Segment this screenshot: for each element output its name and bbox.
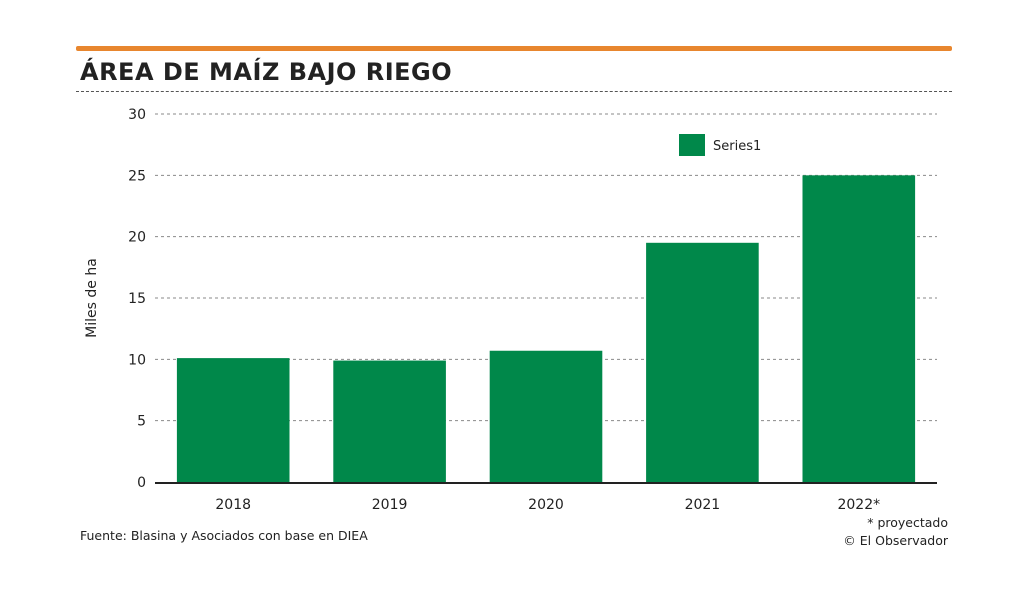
y-tick-label: 25 — [128, 168, 146, 184]
y-tick-label: 0 — [137, 475, 146, 491]
bar — [489, 350, 603, 482]
y-axis-label: Miles de ha — [84, 258, 100, 338]
x-tick-label: 2019 — [372, 497, 408, 513]
x-tick-label: 2021 — [685, 497, 721, 513]
y-axis-ticks: 0 5 10 15 20 25 30 — [128, 107, 146, 491]
title-divider — [76, 91, 952, 92]
y-tick-label: 5 — [137, 414, 146, 430]
x-tick-label: 2022* — [837, 497, 880, 513]
legend-label: Series1 — [713, 139, 761, 154]
bar — [802, 175, 916, 483]
credit-line: © El Observador — [843, 533, 948, 548]
top-accent-rule — [76, 46, 952, 51]
y-tick-label: 10 — [128, 352, 146, 368]
y-tick-label: 20 — [128, 230, 146, 246]
legend: Series1 — [679, 134, 761, 156]
bar — [333, 360, 446, 482]
bar — [646, 242, 759, 482]
footnote: * proyectado © El Observador — [843, 514, 948, 550]
legend-swatch — [679, 134, 705, 156]
y-tick-label: 30 — [128, 107, 146, 123]
chart-title: ÁREA DE MAÍZ BAJO RIEGO — [80, 58, 453, 86]
source-note: Fuente: Blasina y Asociados con base en … — [80, 528, 368, 543]
y-tick-label: 15 — [128, 291, 146, 307]
x-axis-ticks: 2018 2019 2020 2021 2022* — [215, 497, 880, 513]
bar — [176, 358, 290, 482]
bars — [176, 175, 916, 483]
x-tick-label: 2018 — [215, 497, 251, 513]
x-tick-label: 2020 — [528, 497, 564, 513]
projection-note: * proyectado — [867, 515, 948, 530]
